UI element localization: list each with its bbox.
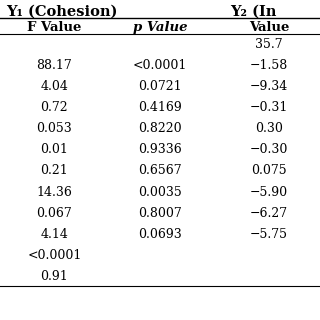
Text: Y₁ (Cohesion): Y₁ (Cohesion) bbox=[6, 5, 118, 19]
Text: 0.053: 0.053 bbox=[36, 122, 72, 135]
Text: 0.4169: 0.4169 bbox=[138, 101, 182, 114]
Text: −0.30: −0.30 bbox=[250, 143, 288, 156]
Text: p Value: p Value bbox=[133, 21, 187, 34]
Text: 0.9336: 0.9336 bbox=[138, 143, 182, 156]
Text: 0.6567: 0.6567 bbox=[138, 164, 182, 178]
Text: 35.7: 35.7 bbox=[255, 38, 283, 51]
Text: −1.58: −1.58 bbox=[250, 59, 288, 72]
Text: 14.36: 14.36 bbox=[36, 186, 72, 199]
Text: 0.8007: 0.8007 bbox=[138, 207, 182, 220]
Text: 0.8220: 0.8220 bbox=[138, 122, 182, 135]
Text: 0.21: 0.21 bbox=[41, 164, 68, 178]
Text: −5.90: −5.90 bbox=[250, 186, 288, 199]
Text: 4.14: 4.14 bbox=[40, 228, 68, 241]
Text: 0.91: 0.91 bbox=[41, 270, 68, 283]
Text: −6.27: −6.27 bbox=[250, 207, 288, 220]
Text: <0.0001: <0.0001 bbox=[133, 59, 187, 72]
Text: −5.75: −5.75 bbox=[250, 228, 288, 241]
Text: 0.30: 0.30 bbox=[255, 122, 283, 135]
Text: 0.075: 0.075 bbox=[251, 164, 287, 178]
Text: 0.72: 0.72 bbox=[41, 101, 68, 114]
Text: <0.0001: <0.0001 bbox=[27, 249, 82, 262]
Text: −0.31: −0.31 bbox=[250, 101, 288, 114]
Text: F Value: F Value bbox=[27, 21, 82, 34]
Text: 4.04: 4.04 bbox=[40, 80, 68, 93]
Text: Value: Value bbox=[249, 21, 289, 34]
Text: −9.34: −9.34 bbox=[250, 80, 288, 93]
Text: 0.0693: 0.0693 bbox=[138, 228, 182, 241]
Text: 88.17: 88.17 bbox=[36, 59, 72, 72]
Text: 0.0721: 0.0721 bbox=[138, 80, 182, 93]
Text: Y₂ (In: Y₂ (In bbox=[230, 5, 277, 19]
Text: 0.0035: 0.0035 bbox=[138, 186, 182, 199]
Text: 0.01: 0.01 bbox=[40, 143, 68, 156]
Text: 0.067: 0.067 bbox=[36, 207, 72, 220]
